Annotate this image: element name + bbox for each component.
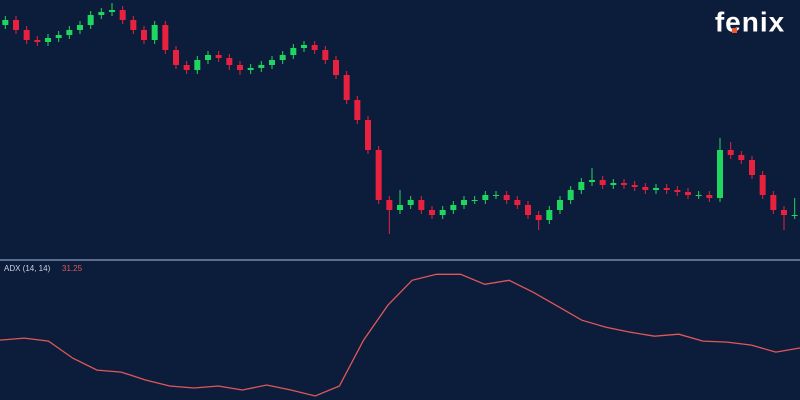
candle-body <box>98 12 105 15</box>
candle-body <box>418 200 425 210</box>
candle-body <box>791 215 798 216</box>
candle-body <box>375 150 382 200</box>
candle-body <box>439 210 446 215</box>
candle-body <box>407 200 414 205</box>
candle-body <box>471 200 478 201</box>
candle-body <box>119 10 126 20</box>
candle-body <box>429 210 435 215</box>
candle-body <box>66 30 73 35</box>
brand-logo: fenix <box>715 6 785 37</box>
indicator-label: ADX (14, 14) <box>4 264 51 273</box>
adx-line <box>0 273 800 397</box>
candle-body <box>621 183 627 185</box>
candle-body <box>333 60 339 75</box>
candle-body <box>247 68 254 70</box>
candle-body <box>685 192 691 195</box>
candle-body <box>450 205 457 210</box>
candle-body <box>674 190 681 192</box>
candle-body <box>269 60 275 65</box>
candle-body <box>77 25 83 30</box>
candle-body <box>599 180 606 185</box>
candle-body <box>365 120 371 150</box>
indicator-value: 31.25 <box>62 264 83 273</box>
candle-body <box>258 65 265 68</box>
candle-body <box>13 20 19 30</box>
candle-body <box>45 38 51 42</box>
candle-body <box>535 215 542 220</box>
candle-body <box>301 45 307 48</box>
candle-body <box>55 35 62 38</box>
candle-body <box>749 160 755 175</box>
candle-body <box>173 50 179 65</box>
candle-body <box>141 30 147 40</box>
candle-body <box>738 155 745 160</box>
candle-body <box>642 187 649 190</box>
candle-body <box>706 195 713 198</box>
candle-body <box>322 50 329 60</box>
candle-body <box>589 180 595 182</box>
candle-body <box>653 188 659 190</box>
candle-body <box>567 190 574 200</box>
candle-body <box>717 150 723 198</box>
candle-body <box>215 55 222 58</box>
candle-body <box>770 195 777 210</box>
candle-body <box>514 200 521 205</box>
candle-body <box>557 200 563 210</box>
candle-body <box>482 195 489 200</box>
candle-body <box>226 58 233 65</box>
candle-body <box>205 55 211 60</box>
candle-body <box>386 200 393 210</box>
candle-body <box>162 25 169 50</box>
candle-body <box>546 210 553 220</box>
candle-body <box>493 195 499 196</box>
candle-body <box>290 48 297 55</box>
candle-body <box>87 15 94 25</box>
candle-body <box>631 185 638 187</box>
candle-body <box>151 25 158 40</box>
candle-body <box>34 40 41 42</box>
candle-body <box>23 30 30 40</box>
candle-body <box>503 195 510 200</box>
candle-body <box>663 188 670 190</box>
candle-body <box>695 195 702 196</box>
candle-body <box>781 210 787 215</box>
candle-body <box>525 205 531 215</box>
candle-body <box>109 10 115 12</box>
candle-body <box>759 175 766 195</box>
candle-body <box>237 65 243 70</box>
candle-body <box>578 182 585 190</box>
logo-accent <box>732 28 737 33</box>
candle-body <box>183 65 190 70</box>
candle-body <box>2 20 9 25</box>
candle-body <box>194 60 201 70</box>
candle-body <box>279 55 286 60</box>
candle-body <box>343 75 350 100</box>
candle-body <box>354 100 361 120</box>
candle-body <box>461 200 467 205</box>
candle-body <box>610 183 617 185</box>
candle-body <box>311 45 318 50</box>
candle-body <box>130 20 137 30</box>
candle-body <box>727 150 734 155</box>
candle-body <box>397 205 403 210</box>
